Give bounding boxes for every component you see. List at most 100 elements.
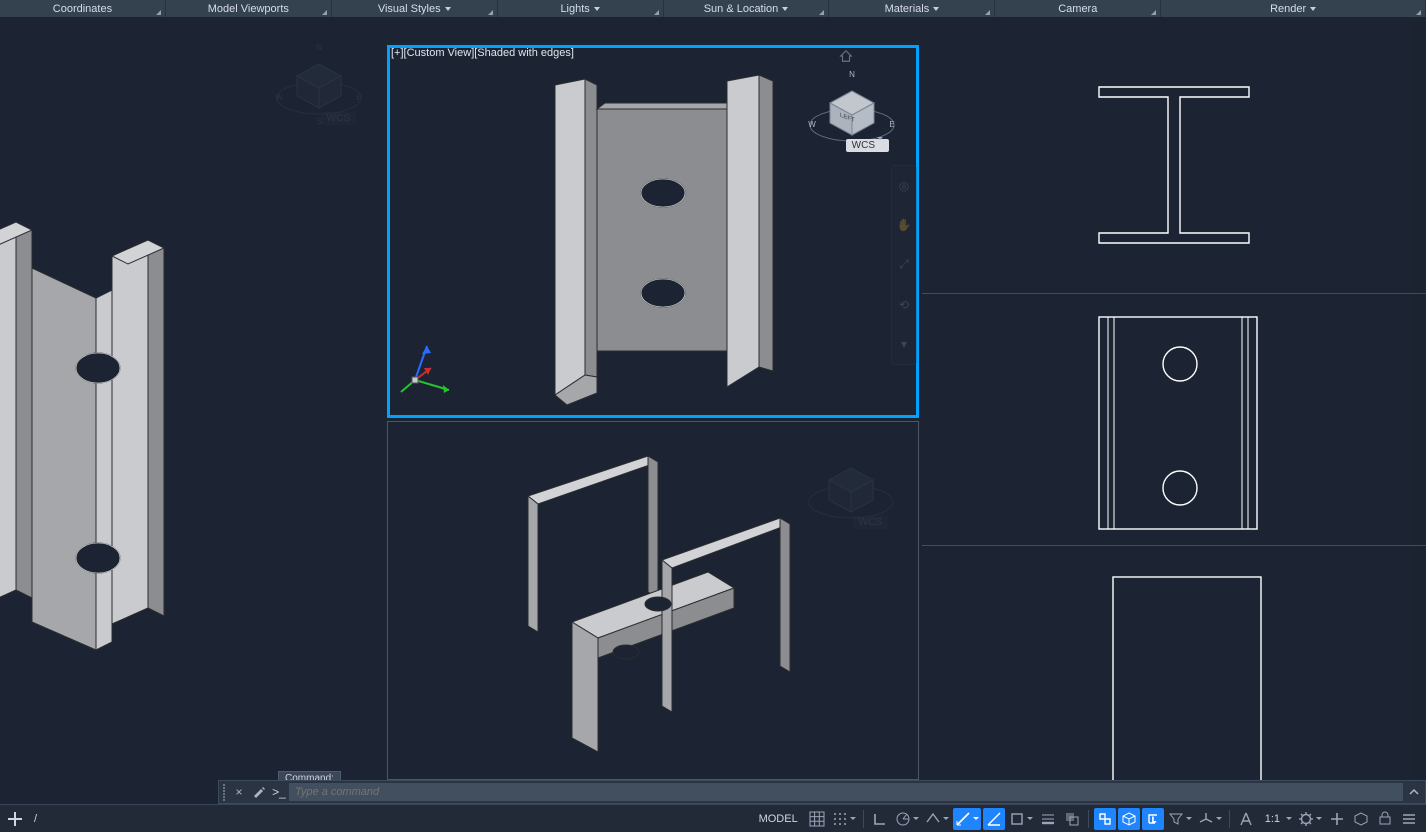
anno-monitor[interactable] — [1326, 808, 1348, 830]
wcs-dropdown[interactable]: WCS — [846, 139, 889, 152]
commandline-drag-handle[interactable] — [219, 781, 229, 803]
snap-toggle[interactable] — [830, 808, 858, 830]
customize-icon[interactable] — [249, 785, 269, 799]
viewport-label[interactable]: [+][Custom View][Shaded with edges] — [391, 47, 574, 59]
divider — [922, 293, 1426, 294]
chevron-down-icon — [1027, 817, 1033, 820]
ribbon-panel-label: Coordinates — [53, 3, 112, 15]
panel-expand-icon[interactable] — [319, 7, 327, 15]
scale-label[interactable]: 1:1 — [1259, 808, 1294, 830]
viewport-top-center[interactable]: [+][Custom View][Shaded with edges] LEFT… — [387, 45, 919, 418]
panel-expand-icon[interactable] — [153, 7, 161, 15]
chevron-down-icon — [445, 7, 451, 11]
customize-menu[interactable] — [1398, 808, 1420, 830]
vertical-scrollbar[interactable] — [1414, 18, 1424, 780]
3d-osnap-toggle[interactable] — [1118, 808, 1140, 830]
panel-expand-icon[interactable] — [982, 7, 990, 15]
home-icon[interactable] — [839, 49, 853, 63]
wcs-dropdown[interactable]: WCS — [321, 112, 356, 125]
ribbon-panel-label: Materials — [885, 3, 930, 15]
ortho-toggle[interactable] — [869, 808, 891, 830]
units-toggle[interactable] — [1350, 808, 1372, 830]
add-layout-button[interactable] — [8, 812, 22, 826]
full-nav-wheel-icon[interactable]: ◎ — [892, 166, 916, 206]
divider — [922, 545, 1426, 546]
ribbon-panel-label: Visual Styles — [378, 3, 441, 15]
wcs-dropdown[interactable]: WCS — [853, 516, 888, 529]
separator — [1229, 810, 1230, 828]
chevron-down-icon — [933, 7, 939, 11]
ribbon-panel-label: Render — [1270, 3, 1306, 15]
close-icon[interactable]: × — [229, 785, 249, 799]
selection-filter[interactable] — [1166, 808, 1194, 830]
selection-cycling[interactable] — [1094, 808, 1116, 830]
ribbon-panel-render[interactable]: Render — [1161, 0, 1426, 17]
separator — [1088, 810, 1089, 828]
lineweight-toggle[interactable] — [1037, 808, 1059, 830]
pan-icon[interactable]: ✋ — [892, 206, 916, 246]
viewport-left[interactable]: N E S W WCS — [0, 18, 386, 780]
chevron-down-icon — [1316, 817, 1322, 820]
model-active — [537, 75, 797, 405]
svg-text:L: L — [1152, 817, 1156, 824]
navigation-bar[interactable]: ◎ ✋ ⤢ ⟲ ▾ — [891, 165, 917, 365]
ribbon-panel-coordinates[interactable]: Coordinates — [0, 0, 166, 17]
chevron-down-icon — [782, 7, 788, 11]
separator — [863, 810, 864, 828]
command-input[interactable] — [289, 783, 1403, 801]
command-prompt-icon: >_ — [269, 785, 289, 799]
panel-expand-icon[interactable] — [1148, 7, 1156, 15]
otrack-toggle[interactable] — [983, 808, 1005, 830]
orbit-icon[interactable]: ⟲ — [892, 285, 916, 325]
isolate-objects[interactable] — [1374, 808, 1396, 830]
wire-top-section — [1098, 86, 1250, 244]
recent-commands-dropdown[interactable] — [1403, 786, 1425, 798]
svg-text:N: N — [849, 70, 855, 79]
panel-expand-icon[interactable] — [651, 7, 659, 15]
chevron-down-icon — [594, 7, 600, 11]
showmo-icon[interactable]: ▾ — [892, 324, 916, 364]
ribbon-panel-camera[interactable]: Camera — [995, 0, 1161, 17]
workspace-switch[interactable] — [1296, 808, 1324, 830]
grid-toggle[interactable] — [806, 808, 828, 830]
dynamic-ucs[interactable]: L — [1142, 808, 1164, 830]
ribbon-panel-lights[interactable]: Lights — [498, 0, 664, 17]
zoom-icon[interactable]: ⤢ — [892, 245, 916, 285]
command-line: × >_ — [0, 780, 1426, 804]
status-bar-right: MODEL — [753, 808, 1426, 830]
anno-visibility[interactable] — [1235, 808, 1257, 830]
ribbon-panel-label: Camera — [1058, 3, 1097, 15]
chevron-down-icon — [850, 817, 856, 820]
polar-toggle[interactable] — [893, 808, 921, 830]
svg-text:W: W — [275, 93, 283, 102]
status-bar: / MODEL — [0, 804, 1426, 832]
panel-expand-icon[interactable] — [1413, 7, 1421, 15]
chevron-down-icon — [1310, 7, 1316, 11]
viewport-bottom-center[interactable]: WCS — [387, 421, 919, 780]
gizmo-toggle[interactable] — [1196, 808, 1224, 830]
panel-expand-icon[interactable] — [485, 7, 493, 15]
panel-expand-icon[interactable] — [816, 7, 824, 15]
ribbon-panel-sun-location[interactable]: Sun & Location — [664, 0, 830, 17]
svg-text:E: E — [356, 93, 361, 102]
transparency-toggle[interactable] — [1061, 808, 1083, 830]
model-space-toggle[interactable]: MODEL — [753, 808, 804, 830]
viewport-right[interactable] — [922, 18, 1426, 780]
model-isometric-left — [0, 198, 220, 698]
wire-side-elev — [1112, 576, 1262, 780]
layout-tab-glyph[interactable]: / — [30, 813, 41, 825]
ribbon-panel-label: Model Viewports — [208, 3, 289, 15]
isodraft-toggle[interactable] — [923, 808, 951, 830]
wcs-label: WCS — [327, 113, 350, 124]
svg-text:N: N — [316, 43, 322, 52]
osnap-toggle[interactable] — [953, 808, 981, 830]
ribbon-panel-model-viewports[interactable]: Model Viewports — [166, 0, 332, 17]
ribbon-panel-materials[interactable]: Materials — [829, 0, 995, 17]
ucs-icon[interactable] — [397, 338, 457, 398]
chevron-down-icon — [1286, 817, 1292, 820]
svg-text:W: W — [808, 120, 816, 129]
2d-osnap-toggle[interactable] — [1007, 808, 1035, 830]
chevron-down-icon — [877, 137, 883, 151]
chevron-down-icon — [1186, 817, 1192, 820]
ribbon-panel-visual-styles[interactable]: Visual Styles — [332, 0, 498, 17]
